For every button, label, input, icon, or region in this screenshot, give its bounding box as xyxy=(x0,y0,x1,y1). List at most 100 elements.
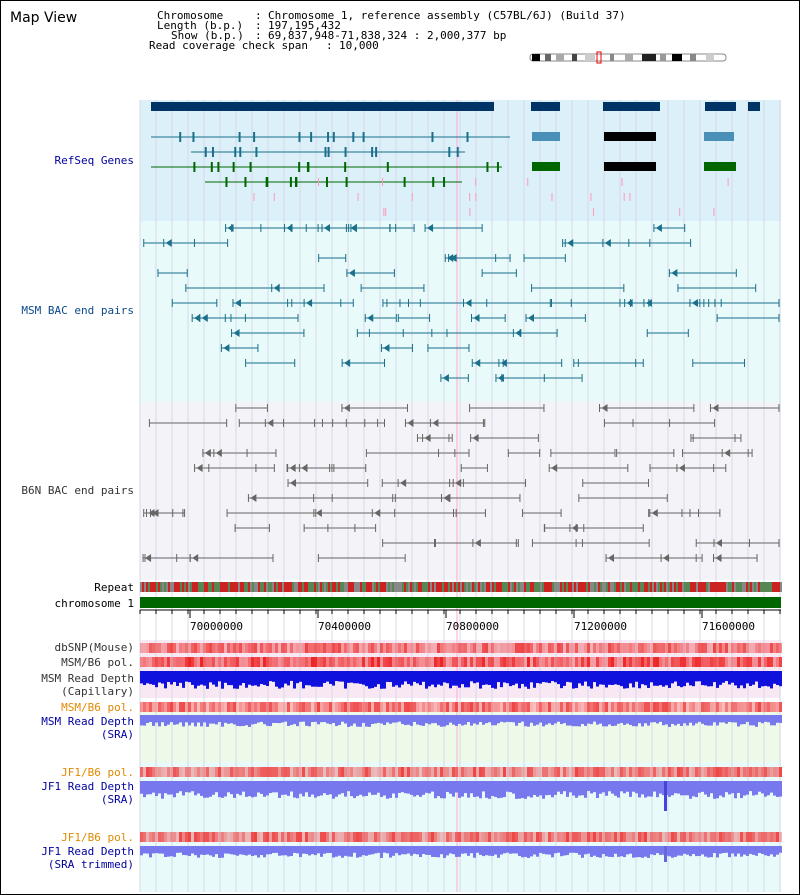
pol-cell xyxy=(179,767,182,777)
pol-cell xyxy=(653,767,656,777)
pol-cell xyxy=(524,702,527,712)
pol-cell xyxy=(500,767,503,777)
depth-bar xyxy=(671,715,674,724)
pol-cell xyxy=(377,643,380,653)
pol-cell xyxy=(242,832,245,842)
depth-bar xyxy=(434,846,437,858)
depth-bar xyxy=(710,781,713,794)
depth-bar xyxy=(638,671,641,689)
repeat-element xyxy=(552,582,554,592)
label-msm-b6-pol-2[interactable]: MSM/B6 pol. xyxy=(61,701,134,714)
pol-cell xyxy=(425,643,428,653)
pol-cell xyxy=(431,702,434,712)
pol-cell xyxy=(749,767,752,777)
label-chromosome[interactable]: chromosome 1 xyxy=(54,597,134,610)
depth-bar xyxy=(194,671,197,689)
repeat-element xyxy=(376,582,378,592)
bac-arrow xyxy=(465,299,472,307)
gene-bar xyxy=(604,162,656,171)
pol-cell xyxy=(185,643,188,653)
depth-bar xyxy=(530,781,533,798)
depth-bar xyxy=(743,671,746,689)
pol-cell xyxy=(170,767,173,777)
label-refseq-genes[interactable]: RefSeq Genes xyxy=(54,154,134,167)
repeat-element xyxy=(186,582,188,592)
pol-cell xyxy=(650,832,653,842)
pol-cell xyxy=(140,702,143,712)
pol-cell xyxy=(257,643,260,653)
pol-cell xyxy=(536,657,539,667)
pol-cell xyxy=(341,832,344,842)
depth-bar xyxy=(698,715,701,722)
gene-bar xyxy=(748,102,760,111)
label-jf1-trim[interactable]: JF1 Read Depth xyxy=(41,845,134,858)
depth-bar xyxy=(155,781,158,797)
pol-cell xyxy=(611,767,614,777)
depth-bar xyxy=(599,671,602,685)
depth-bar xyxy=(689,671,692,686)
label-b6n-bac[interactable]: B6N BAC end pairs xyxy=(21,484,134,497)
pol-cell xyxy=(149,657,152,667)
depth-bar xyxy=(230,715,233,724)
depth-bar xyxy=(428,671,431,687)
pol-cell xyxy=(401,643,404,653)
label-repeat[interactable]: Repeat xyxy=(94,581,134,594)
depth-bar xyxy=(323,781,326,794)
label-jf1-pol[interactable]: JF1/B6 pol. xyxy=(61,766,134,779)
pol-cell xyxy=(485,643,488,653)
label-jf1-pol-2[interactable]: JF1/B6 pol. xyxy=(61,831,134,844)
label-msm-depth-cap[interactable]: MSM Read Depth xyxy=(41,672,134,685)
pol-cell xyxy=(677,767,680,777)
pol-cell xyxy=(632,832,635,842)
depth-bar xyxy=(362,715,365,723)
depth-bar xyxy=(389,846,392,858)
pol-cell xyxy=(764,832,767,842)
depth-bar xyxy=(314,715,317,722)
pol-cell xyxy=(428,767,431,777)
pol-cell xyxy=(677,657,680,667)
pol-cell xyxy=(164,702,167,712)
pol-cell xyxy=(368,643,371,653)
show-colon: : xyxy=(255,29,262,42)
label-dbsnp[interactable]: dbSNP(Mouse) xyxy=(54,641,134,654)
pol-cell xyxy=(227,702,230,712)
gene-bar xyxy=(704,162,736,171)
depth-bar xyxy=(407,715,410,725)
depth-bar xyxy=(236,846,239,856)
pol-cell xyxy=(707,832,710,842)
pol-cell xyxy=(641,643,644,653)
depth-bar xyxy=(629,715,632,725)
depth-bar xyxy=(326,715,329,724)
depth-bar xyxy=(506,715,509,722)
label-msm-bac[interactable]: MSM BAC end pairs xyxy=(21,304,134,317)
pol-cell xyxy=(218,767,221,777)
depth-bar xyxy=(149,715,152,722)
depth-bar xyxy=(233,781,236,798)
pol-cell xyxy=(632,643,635,653)
depth-bar xyxy=(773,846,776,857)
repeat-element xyxy=(140,582,142,592)
repeat-element xyxy=(322,582,324,592)
bac-arrow xyxy=(651,509,658,517)
depth-bar xyxy=(671,846,674,858)
pol-cell xyxy=(698,767,701,777)
depth-bar xyxy=(605,715,608,727)
label-msm-depth-sra[interactable]: MSM Read Depth xyxy=(41,715,134,728)
label-jf1-depth[interactable]: JF1 Read Depth xyxy=(41,780,134,793)
repeat-element xyxy=(182,582,184,592)
label-msm-b6-pol[interactable]: MSM/B6 pol. xyxy=(61,656,134,669)
pol-cell xyxy=(473,702,476,712)
pseudo-gene xyxy=(623,193,625,201)
pol-cell xyxy=(401,702,404,712)
depth-bar xyxy=(341,781,344,794)
depth-bar xyxy=(221,781,224,798)
pol-cell xyxy=(578,657,581,667)
depth-bar xyxy=(284,671,287,684)
gene-exon xyxy=(432,177,435,187)
pol-cell xyxy=(560,767,563,777)
pol-cell xyxy=(371,767,374,777)
depth-bar xyxy=(437,671,440,685)
bac-arrow xyxy=(215,449,222,457)
repeat-element xyxy=(572,582,574,592)
